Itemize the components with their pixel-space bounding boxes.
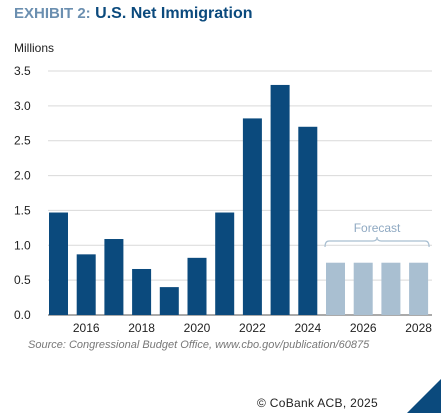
bar [104,239,124,315]
title-text: U.S. Net Immigration [95,5,253,22]
forecast-bar [326,262,345,315]
bar [132,268,152,315]
source-note: Source: Congressional Budget Office, www… [28,339,370,351]
y-tick-label: 1.5 [14,203,31,217]
x-tick-label: 2022 [239,321,266,335]
y-axis-units: Millions [14,41,55,55]
bars [49,84,429,316]
y-tick-label: 1.0 [14,238,31,252]
bar [49,212,68,315]
forecast-bar [353,262,373,315]
bar [242,118,262,315]
x-tick-label: 2018 [128,321,155,335]
x-tick-label: 2016 [73,321,100,335]
y-tick-labels: 0.0 0.5 1.0 1.5 2.0 2.5 3.0 3.5 [14,64,31,322]
y-tick-label: 0.0 [14,308,31,322]
forecast-annotation: Forecast [324,221,430,248]
x-tick-label: 2020 [184,321,211,335]
forecast-bar [381,262,401,315]
bar [76,254,96,315]
y-tick-label: 3.5 [14,64,31,78]
x-tick-label: 2026 [350,321,377,335]
x-tick-labels: 2016 2018 2020 2022 2024 2026 2028 [73,321,432,335]
y-tick-label: 2.0 [14,169,31,183]
forecast-bracket [324,236,430,248]
bar [215,212,235,315]
bar [187,257,207,315]
y-tick-label: 2.5 [14,134,31,148]
bar [298,126,318,316]
bar [270,84,290,315]
x-tick-label: 2028 [405,321,432,335]
chart-title: EXHIBIT 2: U.S. Net Immigration [14,5,253,23]
corner-accent [407,379,441,413]
exhibit-label: EXHIBIT 2: [14,5,91,22]
bar [159,287,179,315]
y-tick-label: 0.5 [14,273,31,287]
x-tick-label: 2024 [294,321,321,335]
y-tick-label: 3.0 [14,99,31,113]
forecast-label: Forecast [354,221,401,235]
copyright: © CoBank ACB, 2025 [257,396,378,410]
forecast-bar [409,262,429,315]
